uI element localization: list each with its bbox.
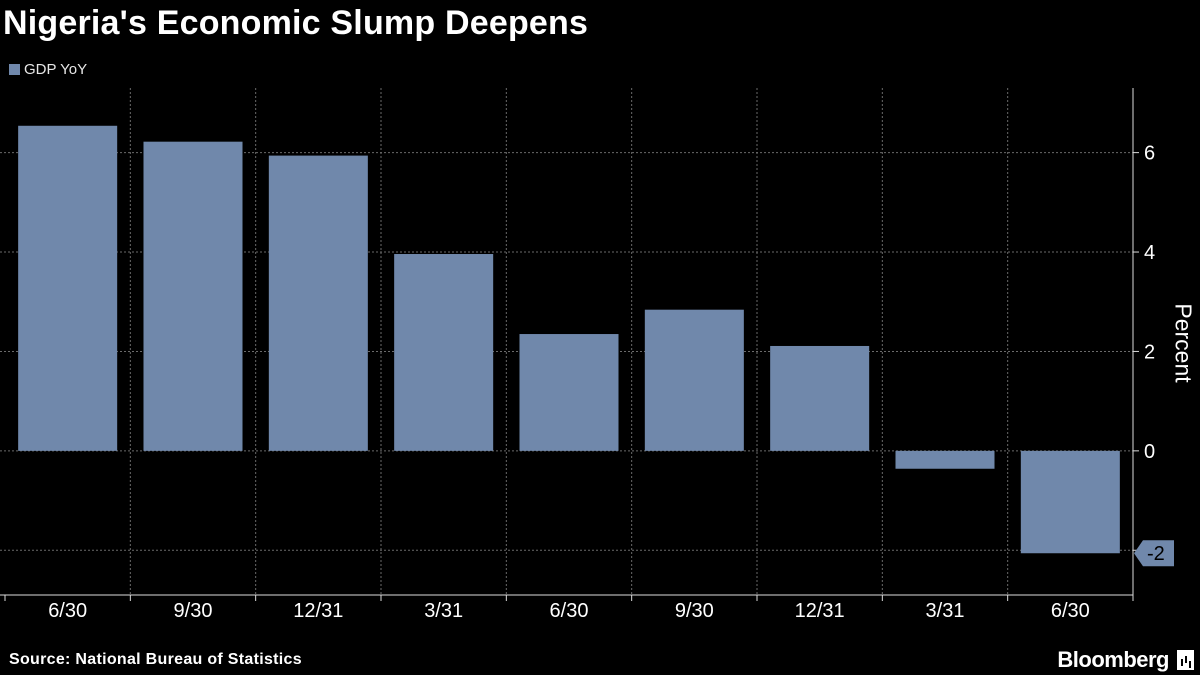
source-note: Source: National Bureau of Statistics	[9, 651, 302, 668]
x-tick-label: 3/31	[926, 600, 965, 622]
bar	[18, 125, 118, 451]
y-tick-label: 4	[1144, 242, 1155, 264]
x-tick-label: 6/30	[1051, 600, 1090, 622]
y-axis-label: Percent	[1170, 303, 1197, 383]
x-tick-label: 12/31	[293, 600, 343, 622]
bar	[519, 334, 619, 451]
y-tick-label: 0	[1144, 441, 1155, 463]
x-tick-label: 6/30	[550, 600, 589, 622]
y-tick-label: 2	[1144, 341, 1155, 363]
legend-label: GDP YoY	[24, 61, 88, 78]
x-tick-label: 6/30	[48, 600, 87, 622]
bar	[268, 155, 368, 451]
bar	[394, 254, 494, 451]
bar	[1020, 450, 1120, 554]
bloomberg-logo: Bloomberg	[1057, 647, 1194, 673]
bar	[143, 141, 243, 451]
last-value-tag	[1134, 540, 1174, 567]
bloomberg-terminal-icon	[1177, 650, 1194, 670]
legend: GDP YoY	[9, 61, 87, 78]
legend-swatch	[9, 64, 20, 75]
x-tick-label: 9/30	[174, 600, 213, 622]
chart-title: Nigeria's Economic Slump Deepens	[3, 4, 589, 42]
y-tick-label: 6	[1144, 143, 1155, 165]
bar	[644, 309, 744, 451]
x-tick-label: 12/31	[795, 600, 845, 622]
last-value-label: -2	[1147, 543, 1165, 565]
bar	[895, 450, 995, 469]
brand-name: Bloomberg	[1057, 647, 1169, 672]
x-tick-label: 9/30	[675, 600, 714, 622]
bar	[770, 345, 870, 451]
x-tick-label: 3/31	[424, 600, 463, 622]
